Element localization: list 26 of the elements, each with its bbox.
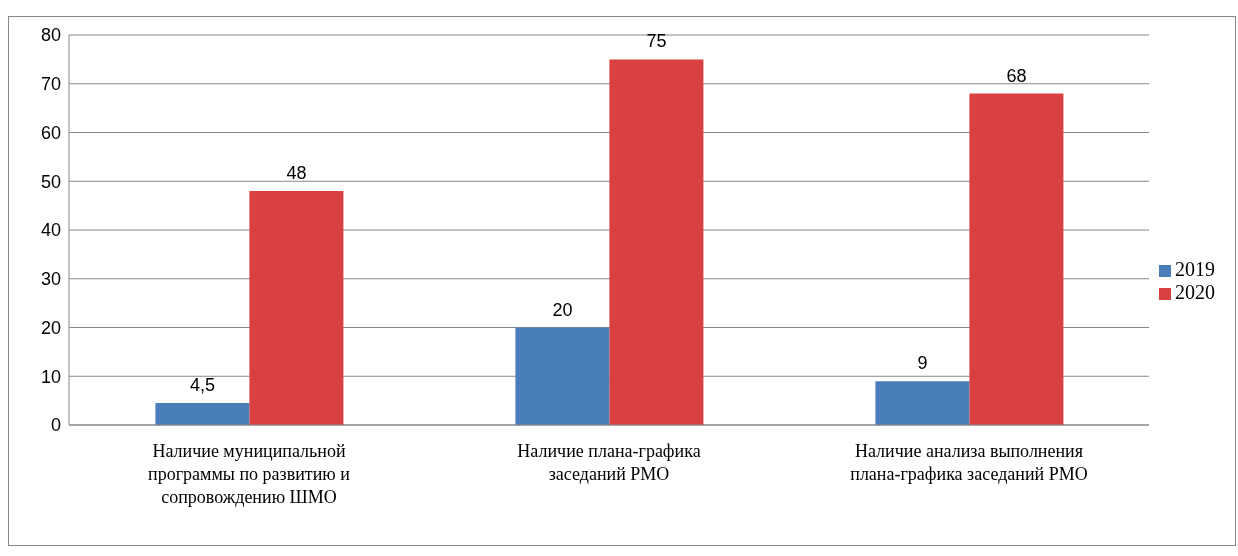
y-tick-label: 70 (40, 74, 61, 95)
bar (875, 381, 970, 425)
y-tick-label: 30 (40, 269, 61, 290)
data-label: 20 (552, 299, 573, 320)
bar (515, 327, 610, 425)
data-label: 75 (646, 31, 667, 52)
y-tick-label: 10 (40, 366, 61, 387)
data-label: 9 (917, 353, 928, 374)
bar (609, 59, 704, 425)
data-label: 68 (1006, 65, 1027, 86)
x-tick-label: Наличие плана-графика заседаний РМО (517, 441, 701, 484)
data-label: 48 (286, 163, 307, 183)
legend-label: 2019 (1175, 258, 1215, 280)
y-tick-label: 80 (40, 25, 61, 46)
data-label: 4,5 (189, 375, 215, 396)
y-tick-label: 60 (40, 122, 61, 143)
y-tick-label: 20 (40, 317, 61, 338)
bar (969, 93, 1064, 425)
bar (249, 191, 344, 425)
legend-label: 2020 (1175, 281, 1215, 303)
y-tick-label: 40 (40, 220, 61, 241)
y-tick-label: 50 (40, 171, 61, 192)
x-tick-label: Наличие анализа выполнения плана-графика заседаний РМО (850, 441, 1088, 484)
y-tick-label: 0 (50, 415, 61, 436)
x-tick-label: Наличие муниципальной программы по развитию и сопровождению ШМО (148, 441, 351, 507)
bar (155, 403, 250, 425)
